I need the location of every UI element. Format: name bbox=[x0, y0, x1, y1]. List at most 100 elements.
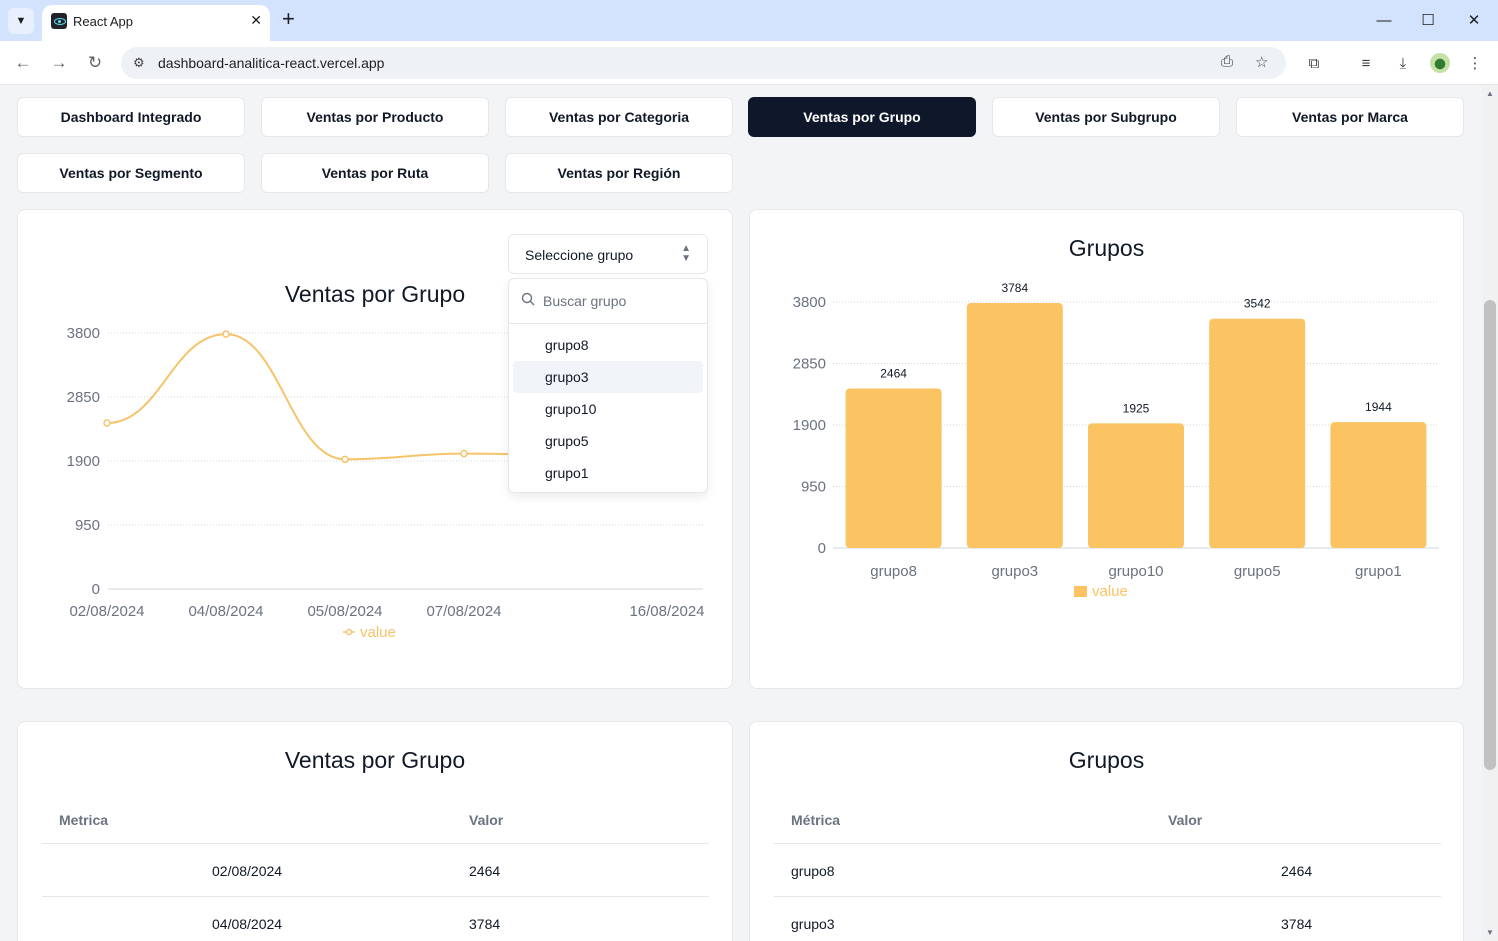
data-point bbox=[222, 330, 230, 338]
bar-data-label: 1944 bbox=[1365, 400, 1392, 414]
y-tick-label: 3800 bbox=[67, 325, 100, 342]
minimize-button[interactable]: — bbox=[1370, 8, 1398, 32]
bar bbox=[1330, 422, 1427, 548]
chevron-down-icon: ▼ bbox=[15, 15, 27, 27]
group-dropdown: grupo8 grupo3 grupo10 grupo5 grupo1 bbox=[508, 278, 708, 493]
reload-icon: ↻ bbox=[87, 53, 103, 72]
x-tick-label: grupo5 bbox=[1234, 563, 1281, 580]
plus-icon: + bbox=[282, 6, 295, 31]
left-table-title: Ventas por Grupo bbox=[284, 747, 466, 773]
left-table-header-metric: Metrica bbox=[59, 812, 109, 828]
back-button[interactable]: ← bbox=[11, 51, 35, 75]
table-divider bbox=[42, 896, 709, 897]
x-tick-label: 02/08/2024 bbox=[69, 603, 144, 620]
download-icon[interactable]: ⤓ bbox=[1399, 54, 1407, 72]
y-tick-label: 1900 bbox=[793, 417, 826, 434]
search-icon bbox=[521, 292, 535, 306]
table-divider bbox=[42, 843, 709, 844]
install-app-icon[interactable]: ⎙ bbox=[1221, 53, 1234, 70]
reload-button[interactable]: ↻ bbox=[83, 51, 107, 75]
option-grupo5[interactable]: grupo5 bbox=[545, 433, 589, 449]
nav-ventas-segmento[interactable]: Ventas por Segmento bbox=[17, 153, 245, 193]
arrow-right-icon: → bbox=[50, 53, 68, 72]
maximize-button[interactable]: ☐ bbox=[1414, 8, 1442, 32]
line-chart: 0 950 1900 2850 3800 02/08/2024 04/08/2024 05/0… bbox=[67, 325, 705, 641]
bar-data-label: 3784 bbox=[1001, 281, 1028, 295]
y-tick-label: 950 bbox=[801, 479, 826, 496]
table-cell: 3784 bbox=[1281, 916, 1313, 932]
nav-ventas-region[interactable]: Ventas por Región bbox=[505, 153, 733, 193]
bar-chart-card: Grupos 0 950 1900 2850 3800 2464 grupo8 3784 gru… bbox=[749, 209, 1464, 689]
data-point bbox=[460, 449, 468, 458]
option-grupo10[interactable]: grupo10 bbox=[545, 401, 597, 417]
scroll-up-icon[interactable]: ▲ bbox=[1486, 89, 1494, 98]
nav-ventas-grupo[interactable]: Ventas por Grupo bbox=[748, 97, 976, 137]
search-group-input[interactable] bbox=[543, 291, 693, 311]
site-info-icon[interactable]: ⚙ bbox=[133, 55, 145, 70]
nav-ventas-producto[interactable]: Ventas por Producto bbox=[261, 97, 489, 137]
y-tick-label: 950 bbox=[75, 517, 100, 534]
browser-tab-bar: ▼ React App ✕ + — ☐ ✕ bbox=[0, 0, 1498, 41]
forward-button[interactable]: → bbox=[47, 51, 71, 75]
x-tick-label: 07/08/2024 bbox=[426, 603, 501, 620]
media-control-icon[interactable]: ≡ bbox=[1361, 54, 1371, 72]
arrow-left-icon: ← bbox=[14, 53, 32, 72]
page-content: Dashboard Integrado Ventas por Producto … bbox=[0, 85, 1482, 941]
tab-search-button[interactable]: ▼ bbox=[8, 8, 34, 34]
bar bbox=[966, 303, 1063, 548]
scroll-down-icon[interactable]: ▼ bbox=[1486, 928, 1494, 937]
nav-dashboard-integrado[interactable]: Dashboard Integrado bbox=[17, 97, 245, 137]
close-icon: ✕ bbox=[1467, 12, 1481, 29]
x-tick-label: grupo8 bbox=[870, 563, 917, 580]
option-grupo3[interactable]: grupo3 bbox=[513, 361, 703, 393]
right-table-card: Grupos Métrica Valor grupo8 2464 grupo3 … bbox=[749, 721, 1464, 941]
maximize-icon: ☐ bbox=[1421, 12, 1435, 29]
dropdown-search bbox=[509, 279, 707, 324]
tab-title: React App bbox=[73, 14, 133, 29]
bookmark-star-icon[interactable]: ☆ bbox=[1255, 54, 1269, 71]
y-tick-label: 1900 bbox=[67, 453, 100, 470]
option-grupo1[interactable]: grupo1 bbox=[545, 465, 589, 481]
line-chart-title: Ventas por Grupo bbox=[284, 281, 466, 307]
react-logo-icon bbox=[51, 13, 67, 29]
bar bbox=[1209, 318, 1306, 548]
x-tick-label: grupo1 bbox=[1355, 563, 1402, 580]
table-divider bbox=[774, 843, 1441, 844]
browser-toolbar: ← → ↻ ⚙ dashboard-analitica-react.vercel… bbox=[0, 41, 1498, 85]
page-scrollbar[interactable]: ▲ ▼ bbox=[1482, 85, 1498, 941]
y-tick-label: 0 bbox=[818, 540, 826, 557]
y-tick-label: 3800 bbox=[793, 294, 826, 311]
nav-ventas-marca[interactable]: Ventas por Marca bbox=[1236, 97, 1464, 137]
url-text[interactable]: dashboard-analitica-react.vercel.app bbox=[158, 55, 385, 71]
new-tab-button[interactable]: + bbox=[282, 7, 295, 31]
group-select-label: Seleccione grupo bbox=[525, 247, 634, 263]
chevron-up-down-icon: ▲ ▼ bbox=[681, 243, 691, 264]
x-tick-label: 16/08/2024 bbox=[629, 603, 704, 620]
table-cell: 04/08/2024 bbox=[212, 916, 283, 932]
address-bar[interactable]: ⚙ dashboard-analitica-react.vercel.app ⎙… bbox=[121, 47, 1286, 79]
y-tick-label: 2850 bbox=[793, 356, 826, 373]
table-divider bbox=[774, 896, 1441, 897]
profile-avatar[interactable] bbox=[1430, 53, 1450, 73]
extensions-icon[interactable]: ⧉ bbox=[1308, 54, 1320, 72]
table-cell: grupo8 bbox=[791, 863, 835, 879]
nav-ventas-ruta[interactable]: Ventas por Ruta bbox=[261, 153, 489, 193]
x-tick-label: 05/08/2024 bbox=[307, 603, 382, 620]
nav-ventas-subgrupo[interactable]: Ventas por Subgrupo bbox=[992, 97, 1220, 137]
table-cell: grupo3 bbox=[791, 916, 835, 932]
more-menu-icon[interactable]: ⋮ bbox=[1467, 55, 1483, 72]
close-window-button[interactable]: ✕ bbox=[1460, 8, 1488, 32]
group-select[interactable]: Seleccione grupo ▲ ▼ bbox=[508, 234, 708, 274]
legend-label: value bbox=[1092, 583, 1128, 600]
browser-tab[interactable]: React App ✕ bbox=[42, 5, 270, 41]
x-tick-label: grupo3 bbox=[991, 563, 1038, 580]
table-cell: 2464 bbox=[1281, 863, 1313, 879]
option-grupo8[interactable]: grupo8 bbox=[545, 337, 589, 353]
nav-ventas-categoria[interactable]: Ventas por Categoria bbox=[505, 97, 733, 137]
y-tick-label: 2850 bbox=[67, 389, 100, 406]
line-chart-card: Ventas por Grupo 0 950 1900 2850 3800 02/08/2… bbox=[17, 209, 733, 689]
scroll-thumb[interactable] bbox=[1484, 300, 1496, 770]
right-table-header-value: Valor bbox=[1168, 812, 1203, 828]
bar-data-label: 2464 bbox=[880, 366, 907, 380]
close-tab-icon[interactable]: ✕ bbox=[250, 12, 262, 28]
